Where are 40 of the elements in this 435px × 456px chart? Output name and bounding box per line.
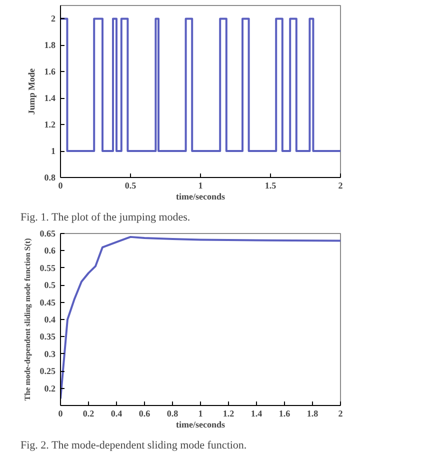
y-tick-label: 1.2 bbox=[44, 120, 56, 130]
x-tick-label: 0 bbox=[58, 180, 64, 190]
x-tick-label: 0.5 bbox=[124, 180, 137, 190]
y-tick-label: 0.8 bbox=[44, 172, 56, 182]
y-tick-label: 2 bbox=[51, 14, 56, 24]
x-tick-label: 0.8 bbox=[166, 408, 179, 418]
x-tick-label: 0.4 bbox=[110, 408, 123, 418]
y-tick-label: 0.65 bbox=[40, 228, 56, 238]
x-tick-label: 1.4 bbox=[250, 408, 263, 418]
x-tick-label: 1.8 bbox=[306, 408, 319, 418]
x-tick-label: 2 bbox=[338, 408, 344, 418]
y-tick-label: 0.45 bbox=[40, 297, 56, 308]
y-tick-label: 0.25 bbox=[40, 366, 56, 376]
y-tick-label: 1 bbox=[51, 146, 56, 156]
x-tick-label: 0 bbox=[58, 408, 64, 418]
x-tick-label: 2 bbox=[338, 180, 344, 190]
x-tick-label: 1.2 bbox=[222, 408, 235, 418]
y-tick-label: 0.4 bbox=[44, 314, 56, 324]
x-tick-label: 0.6 bbox=[138, 408, 151, 418]
line-series bbox=[60, 236, 340, 400]
caption: Fig. 1. The plot of the jumping modes. bbox=[20, 212, 190, 224]
y-tick-label: 0.55 bbox=[40, 262, 56, 273]
y-tick-label: 1.6 bbox=[44, 66, 56, 77]
y-tick-label: 0.2 bbox=[44, 383, 56, 394]
y-tick-label: 0.35 bbox=[40, 332, 56, 342]
y-tick-label: 0.6 bbox=[44, 246, 56, 256]
x-tick-label: 1 bbox=[198, 408, 204, 418]
x-axis-title: time/seconds bbox=[176, 192, 226, 202]
y-tick-label: 0.3 bbox=[44, 348, 56, 359]
x-tick-label: 1.5 bbox=[264, 180, 277, 190]
y-axis-title: The mode-dependent sliding mode function S(t) bbox=[22, 238, 32, 401]
x-tick-label: 1 bbox=[198, 180, 204, 190]
caption: Fig. 2. The mode-dependent sliding mode function. bbox=[20, 440, 247, 452]
y-tick-label: 1.4 bbox=[44, 93, 56, 104]
x-tick-label: 1.6 bbox=[278, 408, 291, 418]
y-tick-label: 1.8 bbox=[44, 40, 56, 50]
x-axis-title: time/seconds bbox=[176, 420, 226, 430]
x-tick-label: 0.2 bbox=[82, 408, 95, 418]
y-axis-title: Jump Mode bbox=[26, 68, 36, 115]
y-tick-label: 0.5 bbox=[44, 280, 56, 290]
